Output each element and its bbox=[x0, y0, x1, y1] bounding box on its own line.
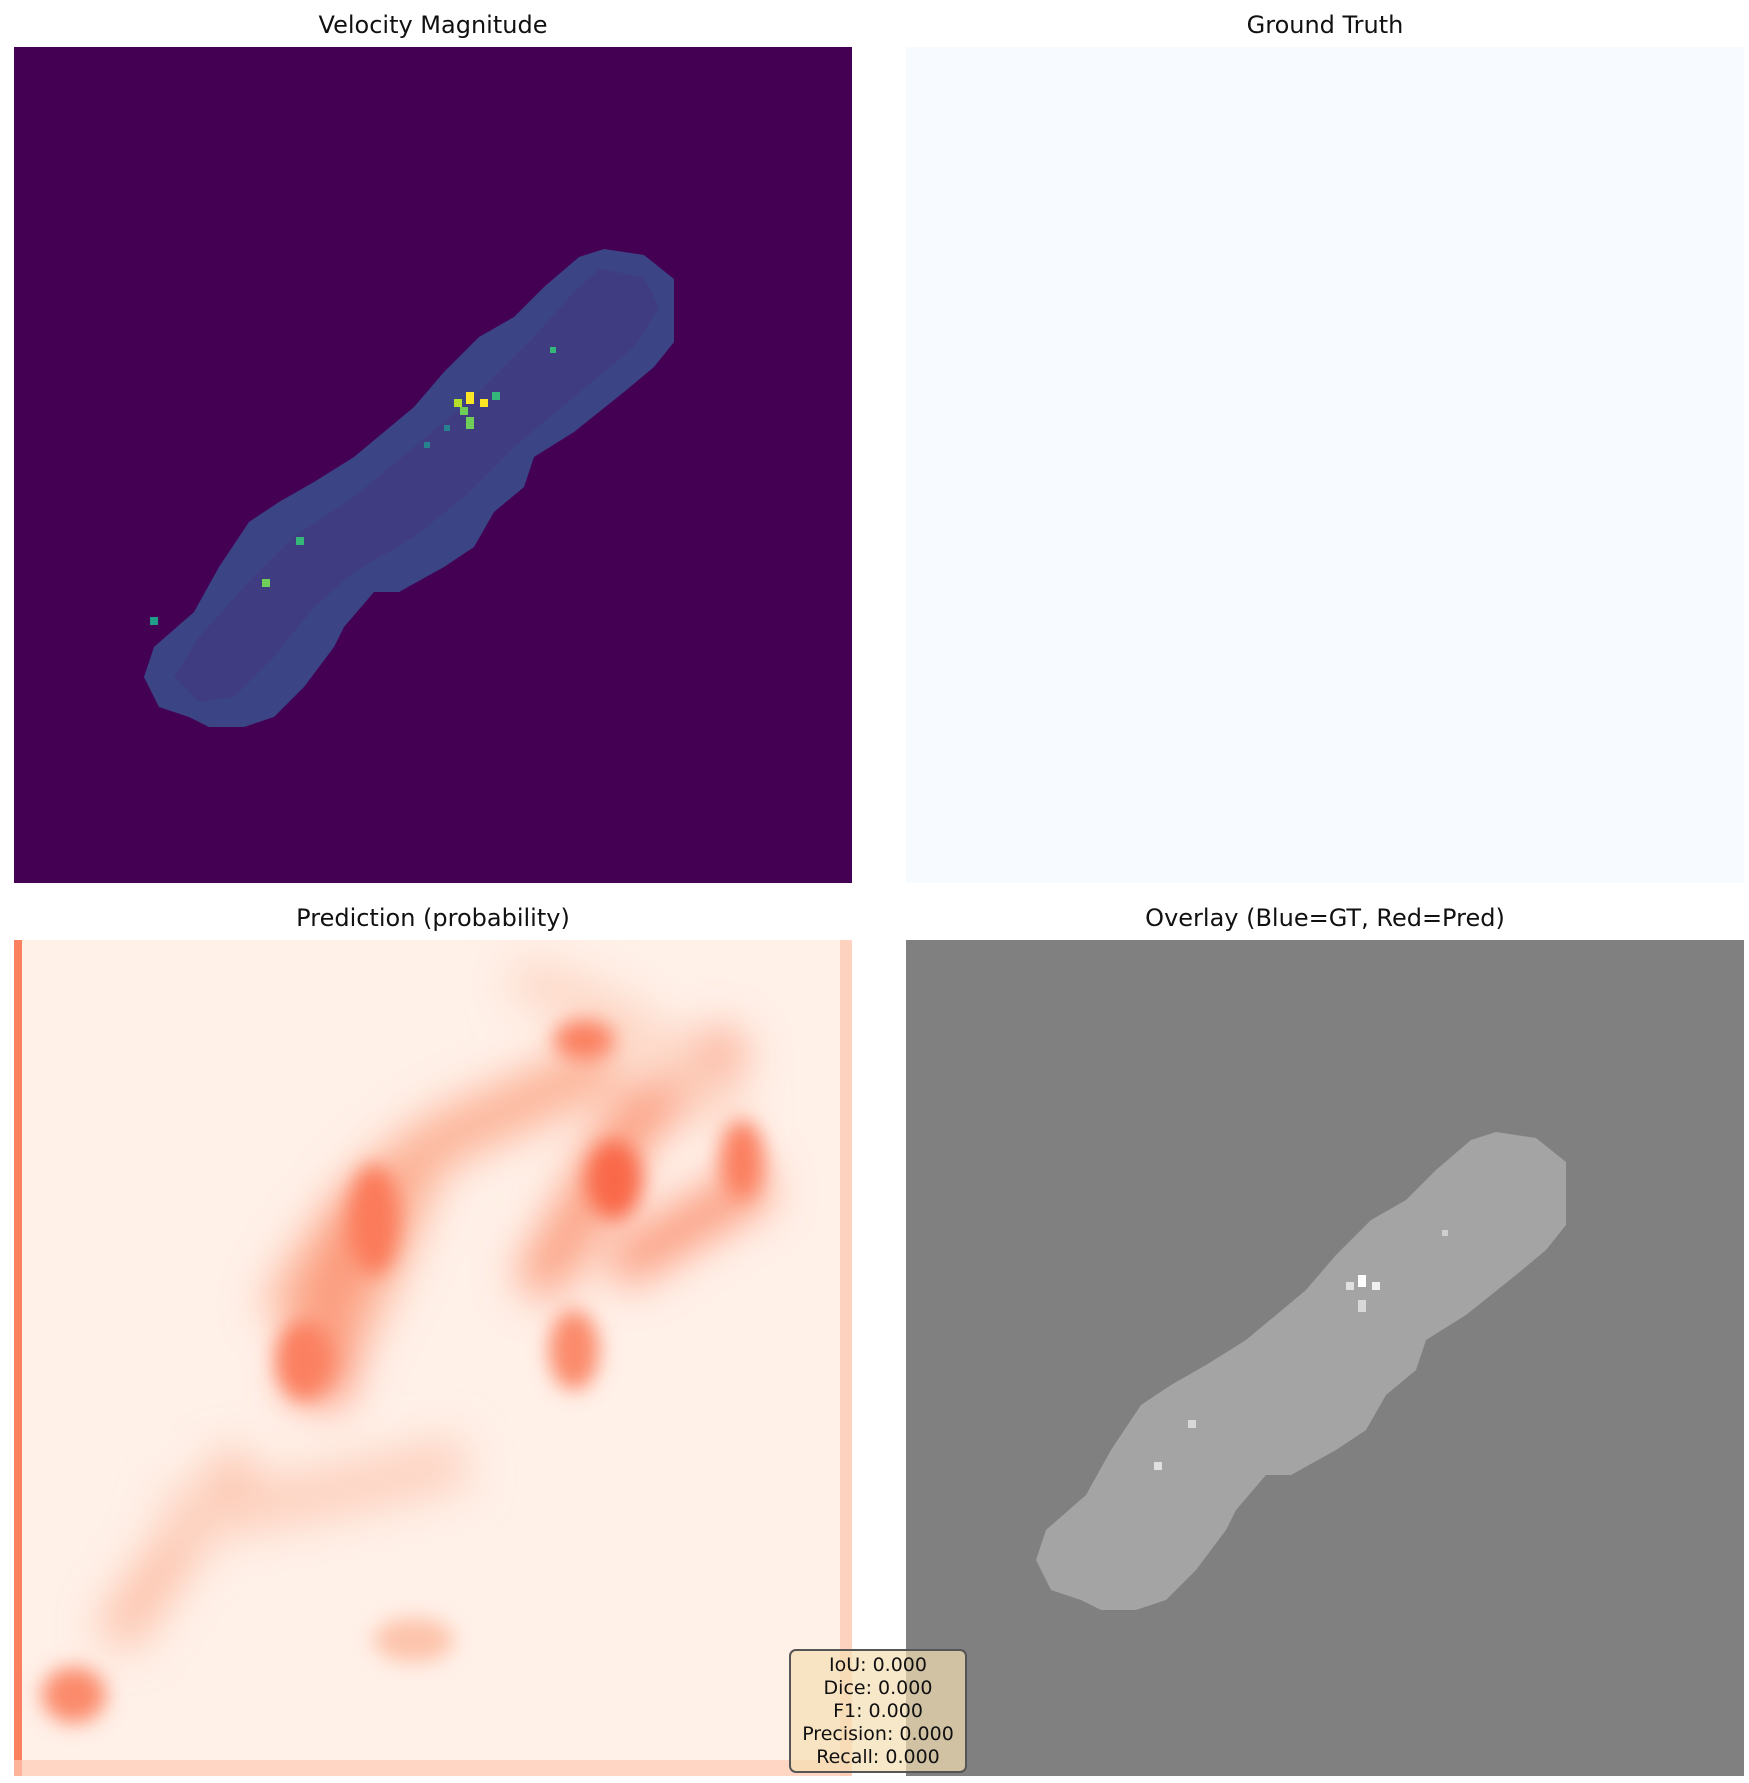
metric-recall: Recall: 0.000 bbox=[816, 1746, 940, 1768]
prediction-blob bbox=[160, 1435, 471, 1545]
panel-title-overlay: Overlay (Blue=GT, Red=Pred) bbox=[1145, 904, 1505, 932]
metric-f1: F1: 0.000 bbox=[833, 1700, 923, 1722]
ground-truth-heatmap bbox=[906, 47, 1744, 883]
velocity-hotspot bbox=[480, 399, 488, 407]
overlay-cell-body bbox=[1036, 1132, 1566, 1610]
velocity-heatmap bbox=[14, 47, 852, 883]
prediction-hotspots bbox=[42, 1020, 764, 1723]
metrics-box: IoU: 0.000 Dice: 0.000 F1: 0.000 Precisi… bbox=[789, 1649, 967, 1773]
overlay-hotspot bbox=[1346, 1282, 1354, 1290]
prediction-blob bbox=[510, 960, 750, 1133]
prediction-hotspot bbox=[374, 1618, 454, 1662]
prediction-bottom-edge bbox=[14, 1760, 852, 1776]
panel-title-prediction: Prediction (probability) bbox=[296, 904, 570, 932]
prediction-right-edge bbox=[840, 940, 852, 1776]
metric-dice: Dice: 0.000 bbox=[823, 1677, 933, 1699]
overlay-panel bbox=[906, 940, 1744, 1776]
overlay-hotspot bbox=[1188, 1420, 1196, 1428]
prediction-hotspot bbox=[720, 1120, 764, 1200]
metric-precision: Precision: 0.000 bbox=[802, 1723, 954, 1745]
velocity-hotspot bbox=[460, 407, 468, 415]
prediction-hotspot bbox=[554, 1020, 614, 1060]
prediction-hotspot bbox=[586, 1140, 642, 1220]
velocity-hotspot bbox=[466, 392, 474, 404]
panel-title-velocity: Velocity Magnitude bbox=[318, 11, 548, 39]
velocity-hotspot bbox=[424, 442, 430, 448]
velocity-hotspot bbox=[492, 392, 500, 400]
overlay-hotspot bbox=[1372, 1282, 1380, 1290]
velocity-hotspot bbox=[262, 579, 270, 587]
overlay-hotspot bbox=[1154, 1462, 1162, 1470]
metric-iou: IoU: 0.000 bbox=[829, 1654, 927, 1676]
ground-truth-panel bbox=[906, 47, 1744, 883]
velocity-magnitude-panel bbox=[14, 47, 852, 883]
velocity-hotspot bbox=[296, 537, 304, 545]
overlay-hotspot bbox=[1358, 1300, 1366, 1312]
velocity-hotspot bbox=[466, 417, 474, 429]
velocity-hotspot bbox=[550, 347, 556, 353]
prediction-heatmap bbox=[14, 940, 852, 1776]
prediction-blobs bbox=[97, 960, 774, 1652]
ground-truth-background bbox=[906, 47, 1744, 883]
prediction-panel bbox=[14, 940, 852, 1776]
overlay-hotspot bbox=[1358, 1275, 1366, 1287]
prediction-left-edge bbox=[14, 940, 22, 1776]
prediction-hotspot bbox=[276, 1320, 332, 1400]
prediction-hotspot bbox=[549, 1310, 599, 1390]
panel-title-ground-truth: Ground Truth bbox=[1246, 11, 1404, 39]
overlay-heatmap bbox=[906, 940, 1744, 1776]
velocity-hotspot bbox=[454, 399, 462, 407]
velocity-cell-body-inner bbox=[174, 269, 659, 702]
velocity-hotspot bbox=[444, 425, 450, 431]
velocity-hotspot bbox=[150, 617, 158, 625]
prediction-hotspot bbox=[349, 1165, 399, 1275]
overlay-hotspot bbox=[1442, 1230, 1448, 1236]
prediction-hotspot bbox=[42, 1667, 106, 1723]
velocity-cell-body bbox=[144, 249, 674, 727]
